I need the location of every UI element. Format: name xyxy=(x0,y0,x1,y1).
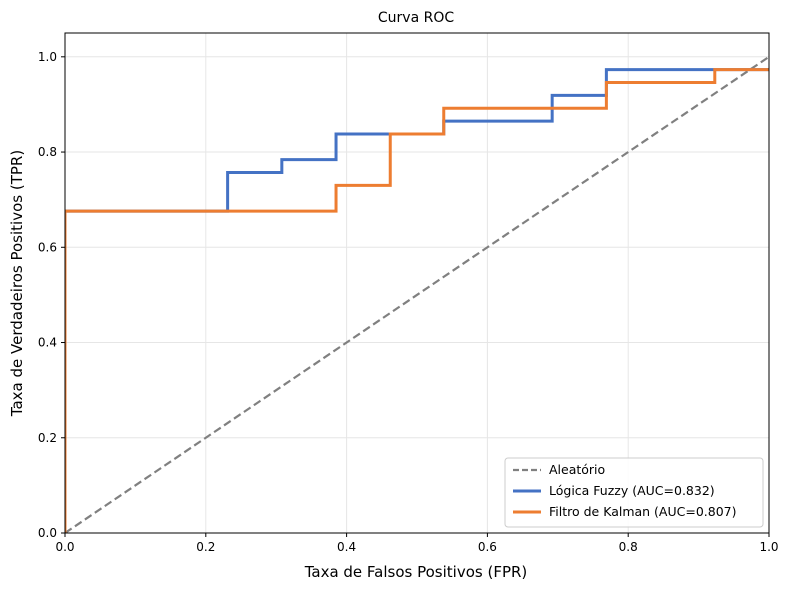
x-tick-label-5: 1.0 xyxy=(759,540,778,554)
y-axis-label: Taxa de Verdadeiros Positivos (TPR) xyxy=(8,150,26,417)
series-line-logica-fuzzy-auc-0-832 xyxy=(65,68,769,533)
series-layer xyxy=(65,55,769,533)
legend-label-aleatorio: Aleatório xyxy=(549,462,605,477)
legend: Aleatório Lógica Fuzzy (AUC=0.832) Filtro … xyxy=(504,457,764,528)
x-tick-label-4: 0.8 xyxy=(619,540,638,554)
legend-label-filtro-de-kalman-auc-0-807: Filtro de Kalman (AUC=0.807) xyxy=(549,504,737,519)
x-tick-label-2: 0.4 xyxy=(337,540,356,554)
axis-ticks: 0.0 0.2 0.4 0.6 0.8 1.0 0.0 0.2 0.4 0.6 0.8 1.0 xyxy=(38,50,779,554)
y-tick-label-5: 1.0 xyxy=(38,50,57,64)
x-axis-label: Taxa de Falsos Positivos (FPR) xyxy=(304,563,528,581)
y-tick-label-4: 0.8 xyxy=(38,145,57,159)
x-tick-label-1: 0.2 xyxy=(196,540,215,554)
plot-frame xyxy=(64,32,770,534)
chart-title: Curva ROC xyxy=(378,10,454,26)
y-tick-label-3: 0.6 xyxy=(38,240,57,254)
x-tick-label-0: 0.0 xyxy=(55,540,74,554)
series-line-filtro-de-kalman-auc-0-807 xyxy=(65,68,769,533)
legend-box xyxy=(504,457,764,528)
x-tick-label-3: 0.6 xyxy=(478,540,497,554)
series-line-aleatorio xyxy=(65,55,769,533)
y-tick-label-2: 0.4 xyxy=(38,336,57,350)
legend-label-logica-fuzzy-auc-0-832: Lógica Fuzzy (AUC=0.832) xyxy=(549,483,715,498)
y-tick-label-0: 0.0 xyxy=(38,526,57,540)
y-tick-label-1: 0.2 xyxy=(38,431,57,445)
